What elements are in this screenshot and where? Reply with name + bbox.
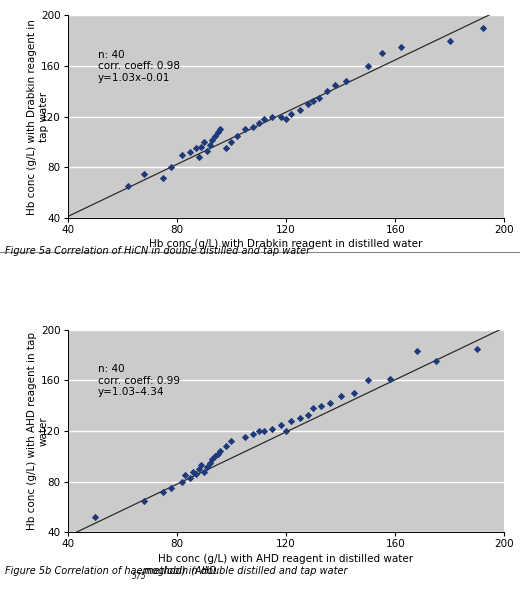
Point bbox=[364, 61, 372, 71]
Point bbox=[194, 464, 203, 474]
Point bbox=[203, 146, 211, 156]
Point bbox=[446, 35, 454, 45]
Point bbox=[336, 390, 345, 400]
X-axis label: Hb conc (g/L) with AHD reagent in distilled water: Hb conc (g/L) with AHD reagent in distil… bbox=[159, 553, 413, 564]
Point bbox=[268, 424, 277, 433]
Point bbox=[214, 127, 222, 137]
Point bbox=[309, 97, 317, 106]
Point bbox=[208, 135, 216, 144]
Point bbox=[91, 512, 99, 522]
X-axis label: Hb conc (g/L) with Drabkin reagent in distilled water: Hb conc (g/L) with Drabkin reagent in di… bbox=[149, 239, 423, 249]
Point bbox=[288, 110, 296, 119]
Point bbox=[192, 143, 200, 153]
Point bbox=[478, 23, 487, 33]
Point bbox=[203, 461, 211, 471]
Point bbox=[211, 452, 219, 461]
Point bbox=[249, 122, 257, 132]
Point bbox=[304, 99, 312, 109]
Text: method) in double distilled and tap water: method) in double distilled and tap wate… bbox=[141, 566, 347, 576]
Point bbox=[295, 414, 304, 424]
Point bbox=[197, 460, 205, 470]
Point bbox=[277, 420, 285, 430]
Point bbox=[211, 131, 219, 141]
Point bbox=[260, 114, 268, 124]
Point bbox=[317, 401, 326, 411]
Y-axis label: Hb conc (g/L) with AHD reagent in tap
water: Hb conc (g/L) with AHD reagent in tap wa… bbox=[28, 332, 49, 530]
Point bbox=[473, 344, 482, 354]
Point bbox=[140, 496, 148, 506]
Point bbox=[295, 105, 304, 115]
Point bbox=[241, 124, 249, 134]
Point bbox=[255, 118, 263, 128]
Point bbox=[378, 48, 386, 58]
Point bbox=[315, 93, 323, 103]
Point bbox=[200, 467, 209, 477]
Point bbox=[304, 409, 312, 419]
Point bbox=[124, 182, 132, 192]
Point bbox=[282, 114, 290, 124]
Point bbox=[277, 112, 285, 122]
Point bbox=[268, 112, 277, 122]
Point bbox=[413, 346, 421, 356]
Point bbox=[194, 152, 203, 162]
Y-axis label: Hb conc (g/L) with Drabkin reagent in
tap water: Hb conc (g/L) with Drabkin reagent in ta… bbox=[28, 19, 49, 215]
Point bbox=[222, 143, 230, 153]
Point bbox=[216, 124, 225, 134]
Text: n: 40
corr. coeff: 0.98
y=1.03x–0.01: n: 40 corr. coeff: 0.98 y=1.03x–0.01 bbox=[98, 50, 180, 83]
Point bbox=[197, 142, 205, 152]
Point bbox=[342, 76, 350, 86]
Point bbox=[323, 86, 331, 96]
Point bbox=[260, 426, 268, 436]
Point bbox=[208, 454, 216, 464]
Point bbox=[205, 458, 214, 468]
Point bbox=[159, 487, 167, 497]
Point bbox=[288, 416, 296, 426]
Point bbox=[233, 131, 241, 141]
Text: 575: 575 bbox=[132, 572, 147, 581]
Point bbox=[282, 426, 290, 436]
Point bbox=[326, 398, 334, 408]
Text: Figure 5b Correlation of haemoglobin (AHD: Figure 5b Correlation of haemoglobin (AH… bbox=[5, 566, 217, 576]
Point bbox=[140, 169, 148, 179]
Point bbox=[178, 150, 186, 160]
Point bbox=[255, 426, 263, 436]
Point bbox=[186, 147, 194, 157]
Point bbox=[386, 374, 394, 384]
Point bbox=[205, 140, 214, 149]
Point bbox=[189, 467, 198, 477]
Point bbox=[216, 446, 225, 456]
Point bbox=[159, 173, 167, 182]
Point bbox=[227, 436, 236, 446]
Point bbox=[167, 163, 176, 173]
Point bbox=[222, 441, 230, 451]
Point bbox=[167, 483, 176, 493]
Point bbox=[200, 137, 209, 147]
Point bbox=[186, 473, 194, 483]
Point bbox=[214, 449, 222, 459]
Point bbox=[241, 433, 249, 442]
Point bbox=[309, 403, 317, 413]
Point bbox=[227, 137, 236, 147]
Point bbox=[178, 477, 186, 487]
Point bbox=[397, 42, 405, 52]
Point bbox=[192, 469, 200, 479]
Text: n: 40
corr. coeff: 0.99
y=1.03–4.34: n: 40 corr. coeff: 0.99 y=1.03–4.34 bbox=[98, 364, 180, 397]
Point bbox=[181, 471, 189, 480]
Point bbox=[350, 388, 358, 398]
Point bbox=[432, 356, 440, 366]
Point bbox=[331, 80, 340, 90]
Point bbox=[249, 428, 257, 438]
Text: Figure 5a Correlation of HiCN in double distilled and tap water: Figure 5a Correlation of HiCN in double … bbox=[5, 245, 310, 256]
Point bbox=[364, 375, 372, 385]
